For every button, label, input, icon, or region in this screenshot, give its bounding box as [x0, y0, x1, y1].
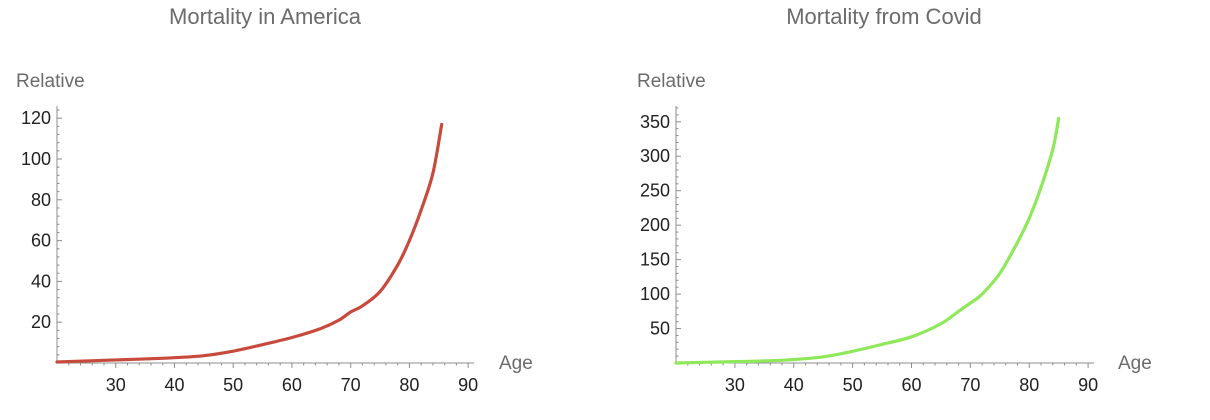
series-line: [674, 116, 1061, 365]
x-tick-label: 80: [1019, 375, 1039, 395]
x-tick-label: 60: [901, 375, 921, 395]
x-tick-label: 90: [458, 375, 478, 395]
y-tick-label: 350: [640, 112, 670, 132]
x-tick-label: 30: [725, 375, 745, 395]
x-tick-label: 50: [223, 375, 243, 395]
chart-title: Mortality from Covid: [786, 4, 982, 29]
chart-2: Mortality from Covid Relative Age 30 40 50 60 7…: [637, 4, 1152, 395]
y-tick-label: 200: [640, 215, 670, 235]
y-tick-label: 100: [640, 284, 670, 304]
x-axis-label: Age: [499, 353, 533, 374]
y-tick-label: 150: [640, 250, 670, 270]
series-line: [55, 122, 444, 364]
x-tick-label: 40: [164, 375, 184, 395]
x-tick-label: 50: [843, 375, 863, 395]
y-tick-label: 40: [31, 271, 51, 291]
y-tick-label: 120: [21, 108, 51, 128]
chart-title: Mortality in America: [169, 4, 362, 29]
x-tick-label: 40: [784, 375, 804, 395]
x-tick-label: 70: [960, 375, 980, 395]
y-tick-label: 20: [31, 312, 51, 332]
x-tick-label: 80: [399, 375, 419, 395]
y-axis-label: Relative: [16, 71, 85, 92]
y-tick-label: 100: [21, 149, 51, 169]
x-tick-label: 30: [106, 375, 126, 395]
x-tick-label: 70: [341, 375, 361, 395]
y-tick-label: 250: [640, 181, 670, 201]
chart-1: Mortality in America Relative Age 30 40 50 60 7…: [16, 4, 533, 395]
x-tick-label: 60: [282, 375, 302, 395]
y-tick-label: 50: [650, 319, 670, 339]
y-tick-label: 300: [640, 146, 670, 166]
y-tick-label: 60: [31, 231, 51, 251]
y-axis-label: Relative: [637, 71, 706, 92]
x-tick-label: 90: [1078, 375, 1098, 395]
x-axis-label: Age: [1118, 353, 1152, 374]
y-tick-label: 80: [31, 190, 51, 210]
